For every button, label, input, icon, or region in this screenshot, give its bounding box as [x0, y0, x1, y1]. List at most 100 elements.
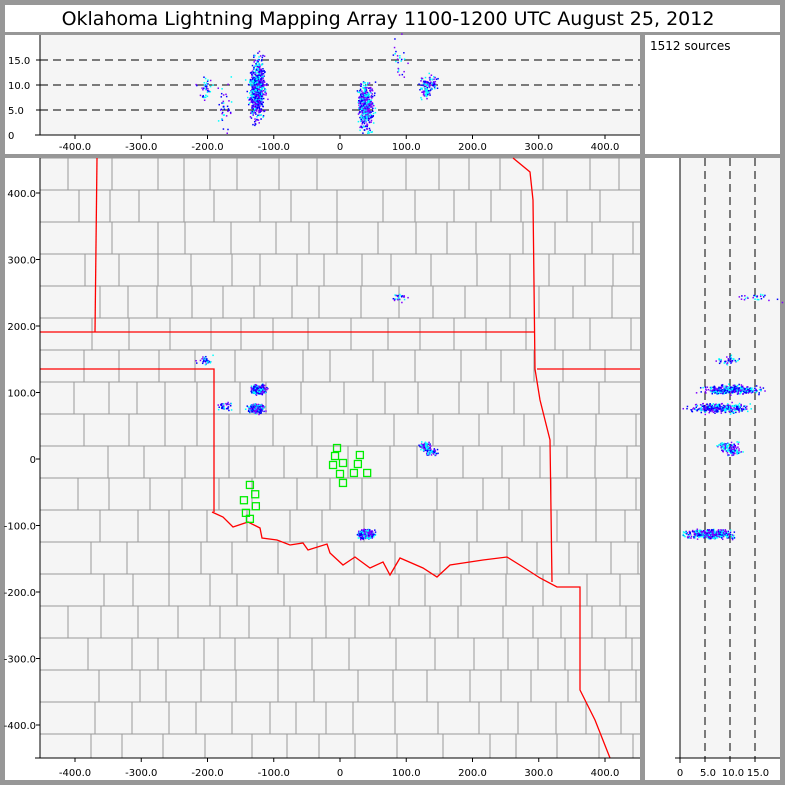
source-point — [366, 105, 369, 108]
source-point — [250, 101, 252, 103]
source-point — [367, 114, 369, 117]
source-point — [708, 536, 710, 538]
source-point — [729, 358, 732, 360]
source-point — [360, 535, 363, 537]
source-point — [720, 388, 723, 391]
station-marker — [251, 490, 260, 499]
source-point — [361, 533, 363, 536]
source-point — [701, 532, 703, 534]
source-point — [258, 406, 260, 408]
source-point — [263, 75, 265, 77]
source-point — [709, 389, 712, 392]
source-point — [367, 101, 369, 103]
source-point — [743, 387, 745, 389]
source-point — [360, 537, 362, 539]
source-point — [426, 443, 428, 445]
source-point — [427, 81, 429, 84]
source-point — [424, 81, 426, 84]
source-point — [257, 114, 259, 117]
source-point — [726, 445, 729, 447]
source-point — [758, 388, 761, 391]
source-point — [724, 387, 726, 389]
source-point — [362, 93, 364, 95]
source-point — [260, 387, 263, 389]
source-point — [723, 443, 726, 445]
source-point — [262, 384, 264, 387]
source-point — [362, 117, 364, 119]
source-point — [368, 114, 371, 117]
source-point — [251, 82, 253, 84]
source-point — [364, 108, 367, 110]
source-point — [721, 408, 724, 410]
source-point — [734, 452, 736, 455]
source-point — [365, 104, 367, 106]
source-point — [252, 104, 254, 107]
source-point — [696, 530, 698, 532]
source-point — [720, 529, 723, 532]
source-point — [425, 92, 428, 94]
source-point — [371, 97, 373, 99]
source-point — [422, 447, 425, 449]
source-point — [259, 55, 262, 57]
source-point — [715, 533, 717, 535]
source-point — [721, 450, 724, 453]
source-point — [738, 383, 740, 386]
source-point — [261, 99, 263, 101]
source-point — [734, 409, 736, 412]
source-point — [721, 406, 723, 409]
source-point — [741, 387, 743, 390]
source-point — [372, 107, 374, 110]
source-point — [714, 392, 716, 394]
source-point — [434, 454, 437, 457]
source-point — [706, 408, 709, 410]
source-point — [430, 84, 432, 86]
source-point — [702, 403, 704, 405]
source-point — [258, 80, 261, 83]
source-point — [209, 361, 212, 363]
source-point — [705, 535, 708, 538]
source-point — [717, 532, 720, 534]
source-point — [727, 448, 729, 451]
source-point — [254, 54, 256, 57]
source-point — [720, 387, 722, 390]
source-point — [249, 408, 252, 411]
source-point — [368, 107, 371, 110]
source-point — [365, 530, 367, 532]
source-point — [254, 101, 256, 104]
source-point — [364, 535, 367, 538]
source-point — [260, 68, 263, 71]
source-point — [360, 94, 362, 96]
source-point — [745, 390, 748, 393]
source-point — [264, 109, 266, 112]
source-point — [249, 81, 251, 84]
source-point — [685, 530, 687, 533]
source-point — [703, 529, 705, 532]
source-point — [255, 403, 258, 406]
source-point — [733, 408, 735, 411]
source-point — [360, 108, 363, 111]
source-point — [262, 390, 264, 393]
source-point — [706, 536, 708, 539]
source-point — [709, 531, 712, 533]
source-point — [716, 445, 718, 447]
source-point — [262, 405, 265, 408]
source-point — [258, 110, 260, 112]
source-point — [732, 358, 735, 360]
source-point — [256, 83, 258, 85]
source-point — [264, 91, 266, 94]
source-point — [247, 410, 250, 413]
source-point — [736, 451, 738, 454]
source-point — [703, 404, 705, 407]
source-point — [429, 85, 431, 87]
source-point — [264, 388, 266, 390]
source-point — [419, 445, 421, 448]
source-point — [360, 106, 363, 108]
source-point — [403, 58, 406, 60]
source-point — [363, 122, 366, 125]
source-point — [700, 535, 702, 538]
source-point — [709, 534, 711, 536]
source-point — [727, 388, 730, 391]
source-point — [718, 533, 720, 535]
source-point — [258, 56, 260, 58]
source-point — [251, 70, 254, 72]
